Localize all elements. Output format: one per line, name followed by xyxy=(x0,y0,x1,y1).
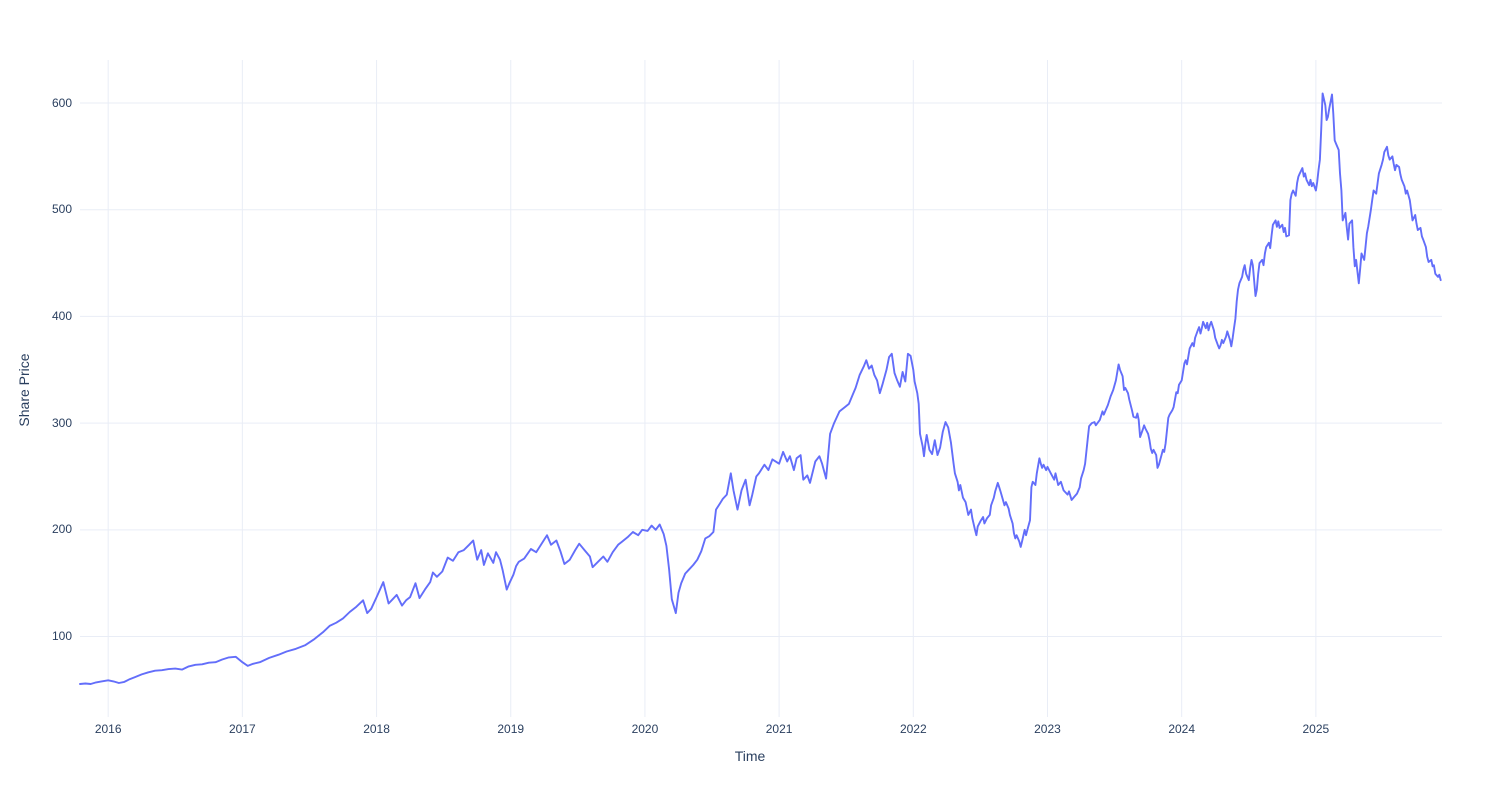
series-layer xyxy=(79,92,1442,685)
x-tick-label: 2017 xyxy=(229,722,256,736)
x-tick-label: 2025 xyxy=(1302,722,1330,736)
x-tick-label: 2016 xyxy=(94,722,122,736)
y-tick-label: 200 xyxy=(51,522,72,537)
y-tick-label: 100 xyxy=(51,629,72,644)
x-tick-label: 2024 xyxy=(1168,722,1196,736)
y-tick-label: 400 xyxy=(51,308,72,323)
y-tick-label: 300 xyxy=(51,415,72,430)
x-tick-label: 2019 xyxy=(497,722,525,736)
x-tick-label: 2020 xyxy=(631,722,659,736)
grid-layer xyxy=(80,60,1442,717)
y-tick-label: 500 xyxy=(51,202,72,217)
x-tick-label: 2022 xyxy=(899,722,927,736)
y-tick-label: 600 xyxy=(51,95,72,110)
y-axis-title: Share Price xyxy=(16,353,32,427)
x-axis-title: Time xyxy=(734,748,766,764)
x-tick-label: 2018 xyxy=(363,722,390,736)
x-tick-label: 2023 xyxy=(1034,722,1061,736)
price-line xyxy=(79,92,1442,685)
x-tick-label: 2021 xyxy=(765,722,793,736)
